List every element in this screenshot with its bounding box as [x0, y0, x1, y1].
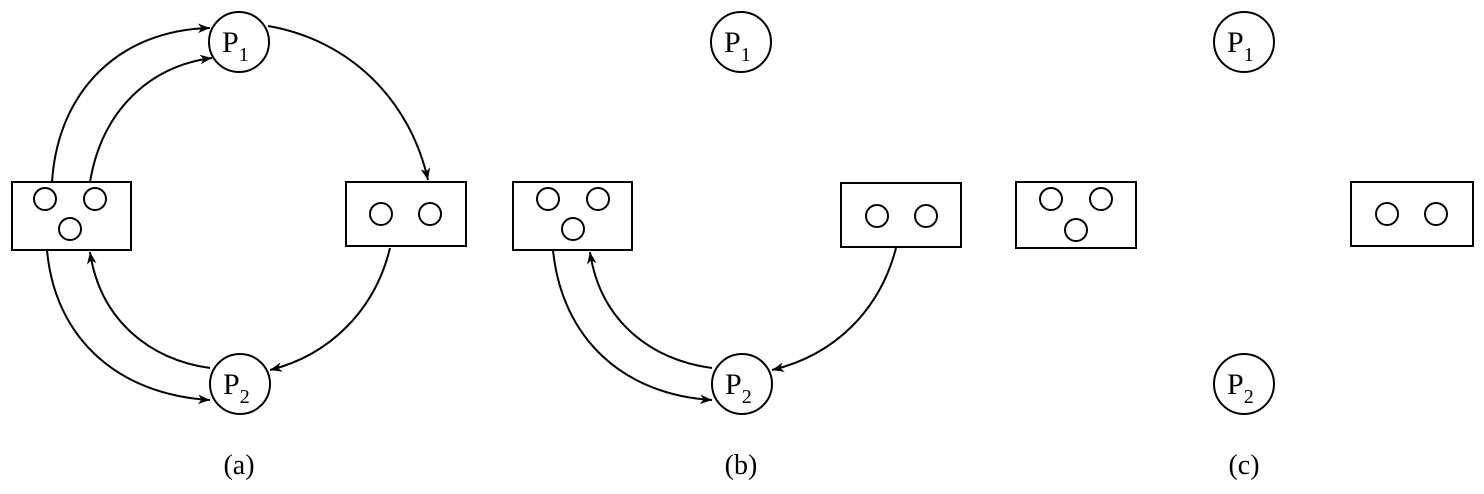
resource-instance — [58, 217, 82, 241]
edge-r1-to-p2 — [552, 249, 713, 405]
resource-instance — [1424, 202, 1448, 226]
resource-instance — [1375, 202, 1399, 226]
resource-instance — [865, 204, 889, 228]
process-p1-label: P1 — [1227, 26, 1254, 66]
process-p1 — [1213, 11, 1275, 73]
resource-instance — [1039, 187, 1063, 211]
resource-instance — [33, 187, 57, 211]
panel-a: P1 P2 (a) — [11, 11, 467, 481]
edge-p2-to-r1 — [587, 251, 713, 369]
process-p1 — [710, 11, 772, 73]
panel-b: P1 P2 (b) — [512, 11, 962, 481]
resource-instance — [369, 202, 393, 226]
resource-box-r2 — [345, 181, 467, 247]
edge-r1-to-p1-inner — [89, 54, 213, 183]
resource-box-r2 — [840, 182, 962, 248]
edge-r2-to-p2 — [771, 247, 897, 372]
process-p1 — [208, 11, 270, 73]
edge-r1-to-p2 — [46, 249, 211, 405]
edge-p2-to-r1 — [87, 251, 211, 369]
process-p2-label: P2 — [223, 368, 250, 408]
resource-instance — [561, 217, 585, 241]
resource-instance — [586, 187, 610, 211]
process-p2-label: P2 — [1227, 368, 1254, 408]
process-p2 — [209, 353, 271, 415]
resource-box-r2 — [1350, 181, 1474, 247]
process-p1-label: P1 — [222, 26, 249, 66]
panel-caption: (a) — [223, 450, 254, 481]
panel-c: P1 P2 (c) — [1015, 11, 1474, 481]
edge-r2-to-p2 — [269, 247, 391, 372]
resource-instance — [1089, 187, 1113, 211]
resource-instance — [83, 187, 107, 211]
panel-caption: (b) — [725, 450, 758, 481]
edge-r1-to-p1-outer — [51, 23, 211, 183]
process-p2 — [1213, 353, 1275, 415]
edge-p1-to-r2 — [267, 25, 431, 181]
process-p2 — [711, 353, 773, 415]
resource-instance — [536, 187, 560, 211]
panel-caption: (c) — [1228, 450, 1259, 481]
process-p2-label: P2 — [725, 368, 752, 408]
resource-instance — [418, 202, 442, 226]
resource-instance — [1064, 218, 1088, 242]
process-p1-label: P1 — [724, 26, 751, 66]
resource-instance — [914, 204, 938, 228]
